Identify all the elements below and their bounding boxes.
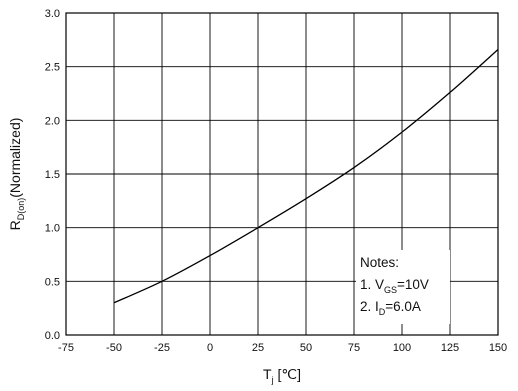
x-axis-title: Tj [℃] [263, 366, 301, 385]
y-tick-label: 0.0 [45, 330, 60, 342]
x-tick-label: 50 [300, 342, 312, 354]
notes-line-2-prefix: 2. I [360, 299, 379, 314]
x-tick-label: 0 [207, 342, 213, 354]
series-layer [113, 49, 499, 304]
y-tick-label: 3.0 [45, 8, 60, 20]
y-tick-label: 1.0 [45, 223, 60, 235]
y-axis-title-sub: D(on) [16, 198, 26, 221]
x-tick-label: 100 [393, 342, 411, 354]
x-axis-title-unit: [℃] [274, 366, 301, 382]
x-axis-title-sub: j [271, 375, 274, 385]
y-axis-title: RD(on)(Normalized) [7, 118, 26, 231]
y-tick-labels: 0.0 0.5 1.0 1.5 2.0 2.5 3.0 [45, 8, 60, 342]
notes-line-1-sub: GS [384, 285, 397, 295]
x-tick-labels: -75 -50 -25 0 25 50 75 100 125 150 [58, 342, 507, 354]
y-axis-title-main: R [7, 220, 23, 230]
notes-title: Notes: [360, 255, 399, 270]
notes-line-2-value: =6.0A [385, 299, 421, 314]
x-tick-label: 150 [489, 342, 507, 354]
notes-line-2-sub: D [379, 307, 386, 317]
notes-line-1-value: =10V [397, 277, 429, 292]
x-tick-label: 75 [348, 342, 360, 354]
notes-annotation: Notes: 1. VGS=10V 2. ID=6.0A [356, 250, 450, 324]
rds-on-curve [113, 49, 499, 304]
y-tick-label: 1.5 [45, 169, 60, 181]
x-axis-title-main: T [263, 366, 272, 382]
plot-frame [65, 12, 499, 336]
x-tick-label: 125 [441, 342, 459, 354]
notes-line-2: 2. ID=6.0A [360, 299, 421, 317]
notes-line-1-prefix: 1. V [360, 277, 384, 292]
x-tick-label: -75 [58, 342, 74, 354]
y-tick-label: 2.0 [45, 115, 60, 127]
x-tick-label: -50 [106, 342, 122, 354]
y-tick-label: 0.5 [45, 276, 60, 288]
y-axis-title-rest: (Normalized) [7, 118, 23, 198]
y-tick-label: 2.5 [45, 62, 60, 74]
notes-line-1: 1. VGS=10V [360, 277, 429, 295]
x-tick-label: -25 [154, 342, 170, 354]
x-tick-label: 25 [252, 342, 264, 354]
